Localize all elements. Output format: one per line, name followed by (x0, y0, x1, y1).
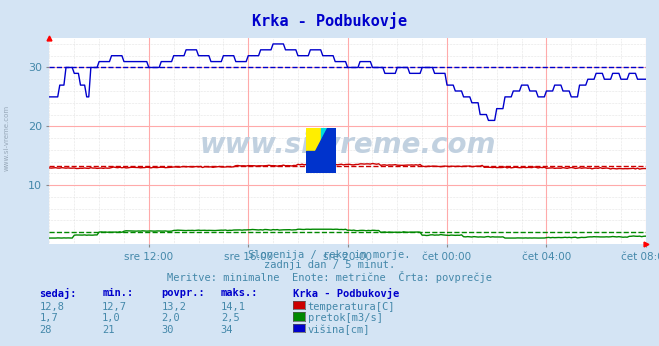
Text: 34: 34 (221, 325, 233, 335)
Polygon shape (322, 128, 336, 151)
Polygon shape (316, 128, 336, 151)
Text: 30: 30 (161, 325, 174, 335)
Text: višina[cm]: višina[cm] (308, 325, 370, 335)
Text: 28: 28 (40, 325, 52, 335)
Text: Krka - Podbukovje: Krka - Podbukovje (252, 12, 407, 29)
Text: min.:: min.: (102, 288, 133, 298)
Text: temperatura[C]: temperatura[C] (308, 302, 395, 312)
Text: 12,7: 12,7 (102, 302, 127, 312)
Text: sedaj:: sedaj: (40, 288, 77, 299)
Text: 1,7: 1,7 (40, 313, 58, 323)
Polygon shape (306, 151, 336, 173)
Text: 14,1: 14,1 (221, 302, 246, 312)
Text: 13,2: 13,2 (161, 302, 186, 312)
Text: maks.:: maks.: (221, 288, 258, 298)
Text: Krka - Podbukovje: Krka - Podbukovje (293, 288, 399, 299)
Text: zadnji dan / 5 minut.: zadnji dan / 5 minut. (264, 260, 395, 270)
Text: 2,5: 2,5 (221, 313, 239, 323)
Polygon shape (306, 128, 322, 151)
Text: www.si-vreme.com: www.si-vreme.com (3, 105, 10, 172)
Text: Meritve: minimalne  Enote: metrične  Črta: povprečje: Meritve: minimalne Enote: metrične Črta:… (167, 271, 492, 283)
Text: pretok[m3/s]: pretok[m3/s] (308, 313, 383, 323)
Text: www.si-vreme.com: www.si-vreme.com (200, 131, 496, 159)
Text: 21: 21 (102, 325, 115, 335)
Text: 12,8: 12,8 (40, 302, 65, 312)
Text: 2,0: 2,0 (161, 313, 180, 323)
Text: povpr.:: povpr.: (161, 288, 205, 298)
Text: Slovenija / reke in morje.: Slovenija / reke in morje. (248, 250, 411, 260)
Text: 1,0: 1,0 (102, 313, 121, 323)
